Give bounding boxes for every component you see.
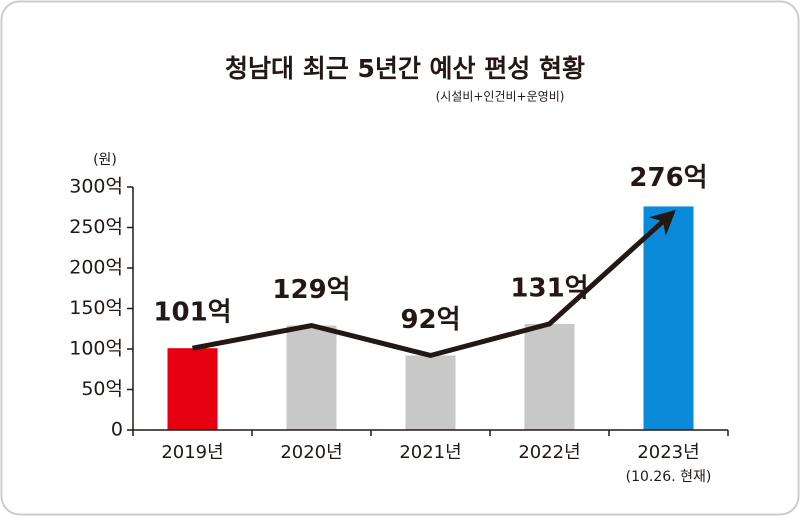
value-label: 92억: [400, 305, 460, 335]
y-tick-label: 150억: [69, 297, 123, 319]
bar: [286, 325, 337, 430]
x-tick-label: 2021년: [399, 442, 461, 463]
trend-line: [192, 209, 676, 359]
x-tick-label: 2019년: [161, 442, 223, 463]
bar: [167, 348, 218, 430]
y-tick-label: 300억: [69, 176, 123, 198]
value-label: 276억: [629, 163, 707, 193]
y-tick-label: 0: [111, 419, 123, 441]
y-tick-label: 200억: [69, 257, 123, 279]
chart-subtitle: (시설비+인건비+운영비): [436, 90, 565, 104]
x-tick-label: 2023년: [637, 442, 699, 463]
x-tick-label: 2022년: [518, 442, 580, 463]
y-tick-label: 50억: [81, 378, 123, 400]
bar: [524, 323, 575, 430]
annotation: (10.26. 현재): [626, 469, 712, 485]
bar: [405, 355, 456, 430]
value-label: 101억: [153, 298, 231, 328]
y-tick-label: 250억: [69, 216, 123, 238]
y-unit-label: (원): [93, 152, 117, 168]
y-tick-label: 100억: [69, 338, 123, 360]
value-label: 129억: [272, 275, 350, 305]
chart-title: 청남대 최근 5년간 예산 편성 현황: [225, 54, 585, 83]
bar: [643, 206, 694, 430]
x-tick-label: 2020년: [280, 442, 342, 463]
